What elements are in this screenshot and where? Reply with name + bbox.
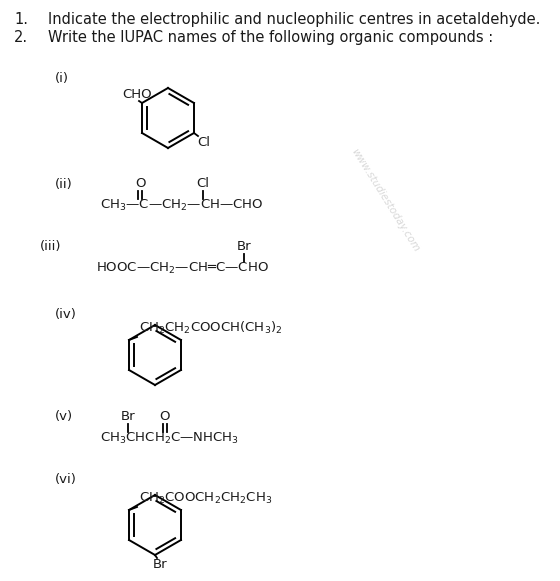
Text: (ii): (ii) — [55, 178, 73, 191]
Text: CH$_2$COOCH$_2$CH$_2$CH$_3$: CH$_2$COOCH$_2$CH$_2$CH$_3$ — [139, 491, 272, 506]
Text: O: O — [160, 410, 170, 423]
Text: CH$_3$—C—CH$_2$—CH—CHO: CH$_3$—C—CH$_2$—CH—CHO — [100, 198, 264, 213]
Text: Br: Br — [153, 558, 167, 571]
Text: HOOC—CH$_2$—CH═C—CHO: HOOC—CH$_2$—CH═C—CHO — [96, 260, 269, 275]
Text: 1.: 1. — [14, 12, 28, 27]
Text: www.studiestoday.com: www.studiestoday.com — [349, 146, 421, 253]
Text: Indicate the electrophilic and nucleophilic centres in acetaldehyde.: Indicate the electrophilic and nucleophi… — [48, 12, 540, 27]
Text: Cl: Cl — [197, 177, 209, 190]
Text: Cl: Cl — [197, 136, 210, 149]
Text: (i): (i) — [55, 72, 69, 85]
Text: Br: Br — [237, 240, 251, 253]
Text: Write the IUPAC names of the following organic compounds :: Write the IUPAC names of the following o… — [48, 30, 493, 45]
Text: O: O — [135, 177, 145, 190]
Text: (iv): (iv) — [55, 308, 77, 321]
Text: CHO: CHO — [122, 88, 152, 101]
Text: (vi): (vi) — [55, 473, 77, 486]
Text: CH$_3$CHCH$_2$C—NHCH$_3$: CH$_3$CHCH$_2$C—NHCH$_3$ — [100, 431, 239, 446]
Text: Br: Br — [121, 410, 136, 423]
Text: 2.: 2. — [14, 30, 28, 45]
Text: CH$_2$CH$_2$COOCH(CH$_3$)$_2$: CH$_2$CH$_2$COOCH(CH$_3$)$_2$ — [139, 320, 282, 336]
Text: (v): (v) — [55, 410, 73, 423]
Text: (iii): (iii) — [40, 240, 62, 253]
